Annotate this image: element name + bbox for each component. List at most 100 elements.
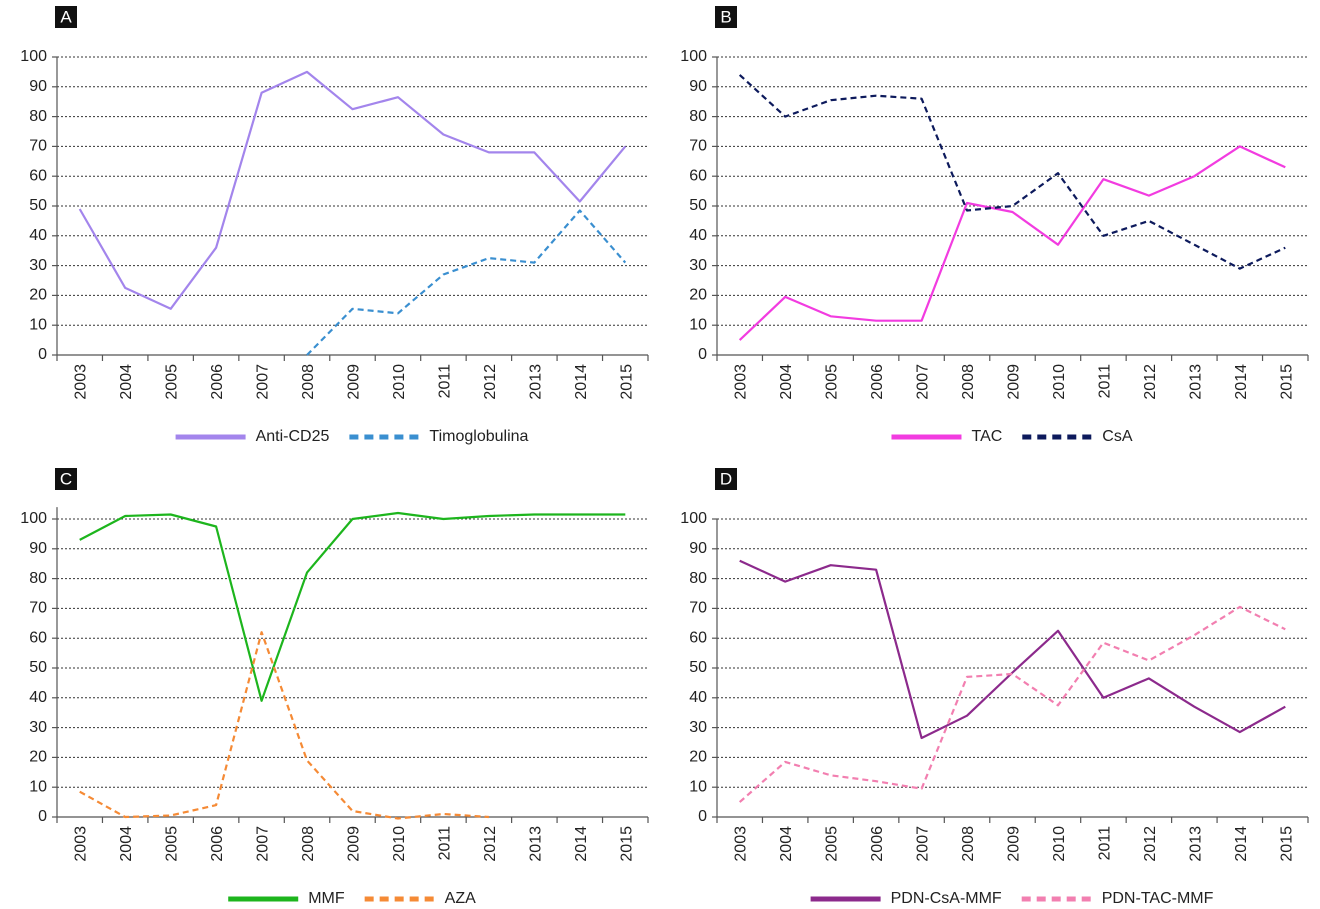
panel-label: D: [720, 469, 732, 488]
y-tick-label: 80: [29, 570, 47, 587]
x-tick-label: 2010: [1051, 364, 1068, 400]
y-tick-label: 20: [29, 749, 47, 766]
x-tick-label: 2007: [255, 364, 272, 400]
x-tick-label: 2014: [573, 364, 590, 400]
y-tick-label: 40: [689, 689, 707, 706]
y-tick-label: 70: [689, 600, 707, 617]
x-tick-label: 2013: [527, 826, 544, 862]
panel-label-box: [715, 468, 737, 490]
x-tick-label: 2009: [346, 826, 363, 862]
y-tick-label: 30: [29, 257, 47, 274]
legend: Anti-CD25 Timoglobulina: [175, 428, 529, 445]
x-tick-label: 2005: [164, 826, 181, 862]
series-line: [78, 70, 627, 310]
x-tick-label: 2007: [255, 826, 272, 862]
x-tick-label: 2006: [869, 364, 886, 400]
y-tick-label: 20: [29, 287, 47, 304]
y-tick-label: 100: [20, 510, 47, 527]
y-tick-label: 30: [689, 257, 707, 274]
x-tick-label: 2013: [527, 364, 544, 400]
panel-label: C: [60, 469, 72, 488]
x-tick-label: 2012: [1142, 364, 1159, 400]
x-tick-label: 2008: [960, 364, 977, 400]
y-tick-label: 90: [29, 78, 47, 95]
x-tick-label: 2014: [573, 826, 590, 862]
x-tick-label: 2013: [1187, 826, 1204, 862]
y-tick-label: 50: [689, 659, 707, 676]
y-tick-label: 50: [29, 197, 47, 214]
panel-label: B: [720, 7, 731, 26]
y-tick-label: 60: [29, 629, 47, 646]
legend-label: PDN-CsA-MMF: [891, 890, 1002, 907]
panel-label-box: [715, 6, 737, 28]
y-tick-label: 50: [689, 197, 707, 214]
y-tick-label: 60: [29, 167, 47, 184]
x-tick-label: 2011: [1096, 364, 1113, 399]
x-tick-label: 2007: [915, 826, 932, 862]
x-tick-label: 2015: [618, 826, 635, 862]
x-tick-label: 2004: [778, 364, 795, 400]
x-tick-label: 2006: [209, 364, 226, 400]
panel-label-box: [55, 6, 77, 28]
series-line: [79, 511, 626, 702]
x-tick-label: 2012: [482, 364, 499, 400]
x-tick-label: 2009: [1006, 826, 1023, 862]
x-tick-label: 2003: [733, 364, 750, 400]
legend: PDN-CsA-MMF PDN-TAC-MMF: [810, 890, 1214, 907]
x-tick-label: 2005: [164, 364, 181, 400]
x-tick-label: 2005: [824, 364, 841, 400]
y-tick-label: 70: [29, 600, 47, 617]
x-tick-label: 2008: [300, 826, 317, 862]
x-tick-label: 2004: [118, 826, 135, 862]
y-tick-label: 50: [29, 659, 47, 676]
legend-label: CsA: [1102, 428, 1133, 445]
x-tick-label: 2011: [1096, 826, 1113, 861]
y-tick-label: 40: [689, 227, 707, 244]
x-tick-label: 2003: [733, 826, 750, 862]
x-tick-label: 2003: [73, 826, 90, 862]
x-tick-label: 2006: [869, 826, 886, 862]
series-line: [739, 559, 1286, 740]
panel: D 0 10 20 30 40 50 60 70 80 90 100 2003 2004 2005 2006 2…: [680, 468, 1309, 907]
x-tick-label: 2014: [1233, 826, 1250, 862]
x-tick-label: 2008: [300, 364, 317, 400]
x-tick-label: 2007: [915, 364, 932, 400]
y-tick-label: 20: [689, 749, 707, 766]
legend-label: MMF: [308, 890, 345, 907]
y-tick-label: 30: [689, 719, 707, 736]
y-tick-label: 40: [29, 227, 47, 244]
y-tick-label: 100: [680, 48, 707, 65]
legend-label: AZA: [445, 890, 476, 907]
x-tick-label: 2009: [1006, 364, 1023, 400]
y-tick-label: 70: [689, 138, 707, 155]
y-tick-label: 60: [689, 167, 707, 184]
y-tick-label: 30: [29, 719, 47, 736]
y-tick-label: 10: [689, 316, 707, 333]
y-tick-label: 0: [38, 808, 47, 825]
x-tick-label: 2015: [1278, 826, 1295, 862]
y-tick-label: 10: [29, 316, 47, 333]
x-tick-label: 2011: [436, 364, 453, 399]
x-tick-label: 2012: [482, 826, 499, 862]
panel: A 0 10 20 30 40 50 60 70 80 90 100 2003 2004 2005 2006 2…: [20, 6, 649, 445]
y-tick-label: 0: [698, 346, 707, 363]
y-tick-label: 100: [680, 510, 707, 527]
y-tick-label: 90: [689, 78, 707, 95]
x-tick-label: 2004: [778, 826, 795, 862]
legend: TAC CsA: [891, 428, 1133, 445]
x-tick-label: 2004: [118, 364, 135, 400]
legend: MMF AZA: [228, 890, 476, 907]
x-tick-label: 2006: [209, 826, 226, 862]
panel-label: A: [60, 7, 72, 26]
y-tick-label: 10: [689, 778, 707, 795]
y-tick-label: 70: [29, 138, 47, 155]
y-tick-label: 90: [29, 540, 47, 557]
x-tick-label: 2014: [1233, 364, 1250, 400]
y-tick-label: 40: [29, 689, 47, 706]
y-tick-label: 10: [29, 778, 47, 795]
x-tick-label: 2015: [1278, 364, 1295, 400]
x-tick-label: 2013: [1187, 364, 1204, 400]
x-tick-label: 2011: [436, 826, 453, 861]
y-tick-label: 60: [689, 629, 707, 646]
y-tick-label: 0: [698, 808, 707, 825]
